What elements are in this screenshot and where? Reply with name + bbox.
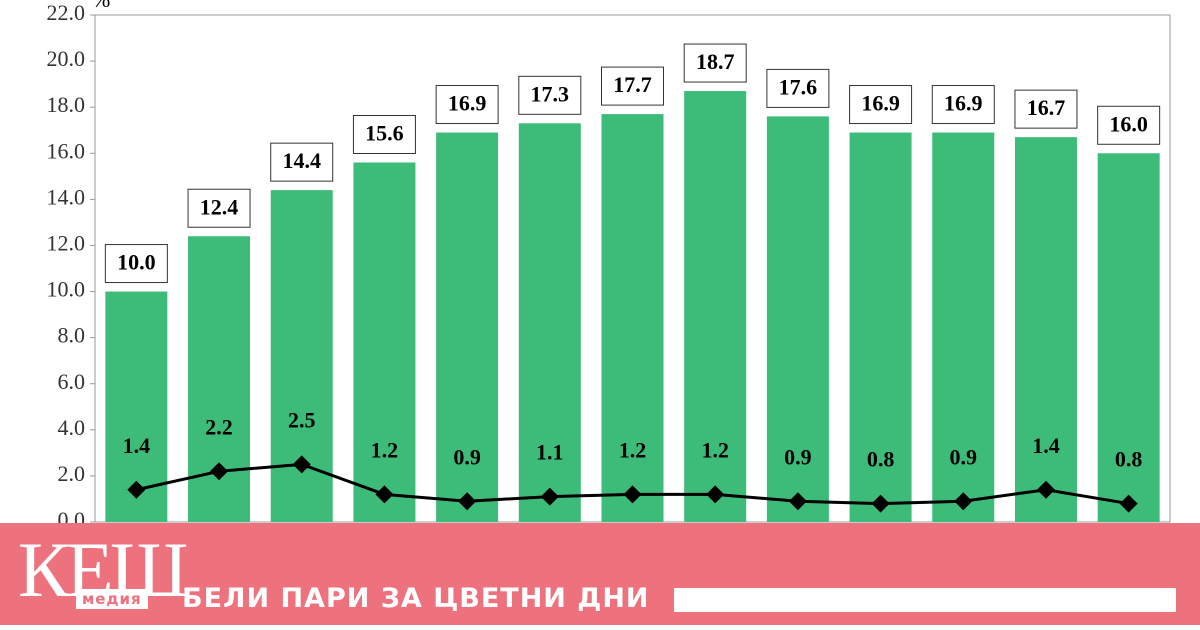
value-label-box <box>1014 89 1078 129</box>
value-label-box <box>766 68 830 108</box>
marker <box>127 480 146 499</box>
y-tick-label: 2.0 <box>58 461 86 486</box>
value-label: 16.9 <box>944 91 983 116</box>
y-tick-label: 20.0 <box>47 46 86 71</box>
value-label-box <box>104 244 168 284</box>
y-tick-label: 22.0 <box>47 0 86 25</box>
marker <box>788 492 807 511</box>
y-tick-label: 10.0 <box>47 277 86 302</box>
bar <box>518 123 581 523</box>
value-label: 17.3 <box>531 81 570 106</box>
value-label: 17.6 <box>779 74 818 99</box>
bar <box>353 162 416 522</box>
value-label-box <box>931 85 995 125</box>
y-tick-label: 14.0 <box>47 184 86 209</box>
data-label: 2.2 <box>205 414 233 439</box>
data-label: 0.8 <box>1115 447 1143 472</box>
marker <box>375 485 394 504</box>
value-label-box <box>270 142 334 182</box>
marker <box>623 485 642 504</box>
y-tick-label: 12.0 <box>47 231 86 256</box>
value-label: 14.4 <box>282 148 321 173</box>
value-label-box <box>601 66 664 106</box>
value-label: 16.7 <box>1027 95 1066 120</box>
marker <box>210 462 229 481</box>
marker <box>1119 494 1138 513</box>
data-label: 0.9 <box>950 444 978 469</box>
data-label: 1.2 <box>701 437 729 462</box>
marker <box>1036 480 1055 499</box>
data-label: 1.4 <box>1032 433 1060 458</box>
banner: КЕШ медия БЕЛИ ПАРИ ЗА ЦВЕТНИ ДНИ <box>0 523 1200 625</box>
value-label: 15.6 <box>365 121 404 146</box>
y-tick-label: 6.0 <box>58 369 86 394</box>
y-tick-label: 4.0 <box>58 415 86 440</box>
value-label-box <box>352 114 416 154</box>
bar <box>1014 137 1077 522</box>
value-label: 16.9 <box>861 91 900 116</box>
marker <box>706 485 725 504</box>
bar <box>1097 153 1160 523</box>
y-tick-label: 16.0 <box>47 138 86 163</box>
bar <box>932 132 995 523</box>
bar <box>766 116 829 523</box>
y-tick-label: 18.0 <box>47 92 86 117</box>
data-label: 1.2 <box>371 437 399 462</box>
data-label: 2.5 <box>288 407 316 432</box>
value-label: 10.0 <box>117 250 156 275</box>
data-label: 0.9 <box>453 444 481 469</box>
value-label-box <box>435 85 499 125</box>
value-label-box <box>518 75 582 115</box>
data-label: 1.2 <box>619 437 647 462</box>
y-tick-label: 8.0 <box>58 323 86 348</box>
value-label: 16.0 <box>1109 111 1148 136</box>
banner-bar <box>674 588 1176 612</box>
marker <box>871 494 890 513</box>
data-label: 0.9 <box>784 444 812 469</box>
data-label: 1.4 <box>123 433 151 458</box>
y-unit: % <box>92 0 110 12</box>
marker <box>292 455 311 474</box>
value-label: 17.7 <box>613 72 652 97</box>
logo-sub: медия <box>76 589 148 609</box>
marker <box>458 492 477 511</box>
value-label: 16.9 <box>448 91 487 116</box>
value-label-box <box>187 188 251 228</box>
data-label: 0.8 <box>867 447 895 472</box>
value-label-box <box>1097 105 1161 145</box>
bar <box>601 114 664 522</box>
bar <box>684 91 747 523</box>
bar <box>436 132 499 523</box>
marker <box>540 487 559 506</box>
value-label-box <box>683 43 747 83</box>
value-label-box <box>849 85 913 125</box>
slogan: БЕЛИ ПАРИ ЗА ЦВЕТНИ ДНИ <box>182 583 650 614</box>
value-label: 18.7 <box>696 49 735 74</box>
bar <box>849 132 912 523</box>
data-label: 1.1 <box>536 440 564 465</box>
marker <box>954 492 973 511</box>
value-label: 12.4 <box>200 194 239 219</box>
